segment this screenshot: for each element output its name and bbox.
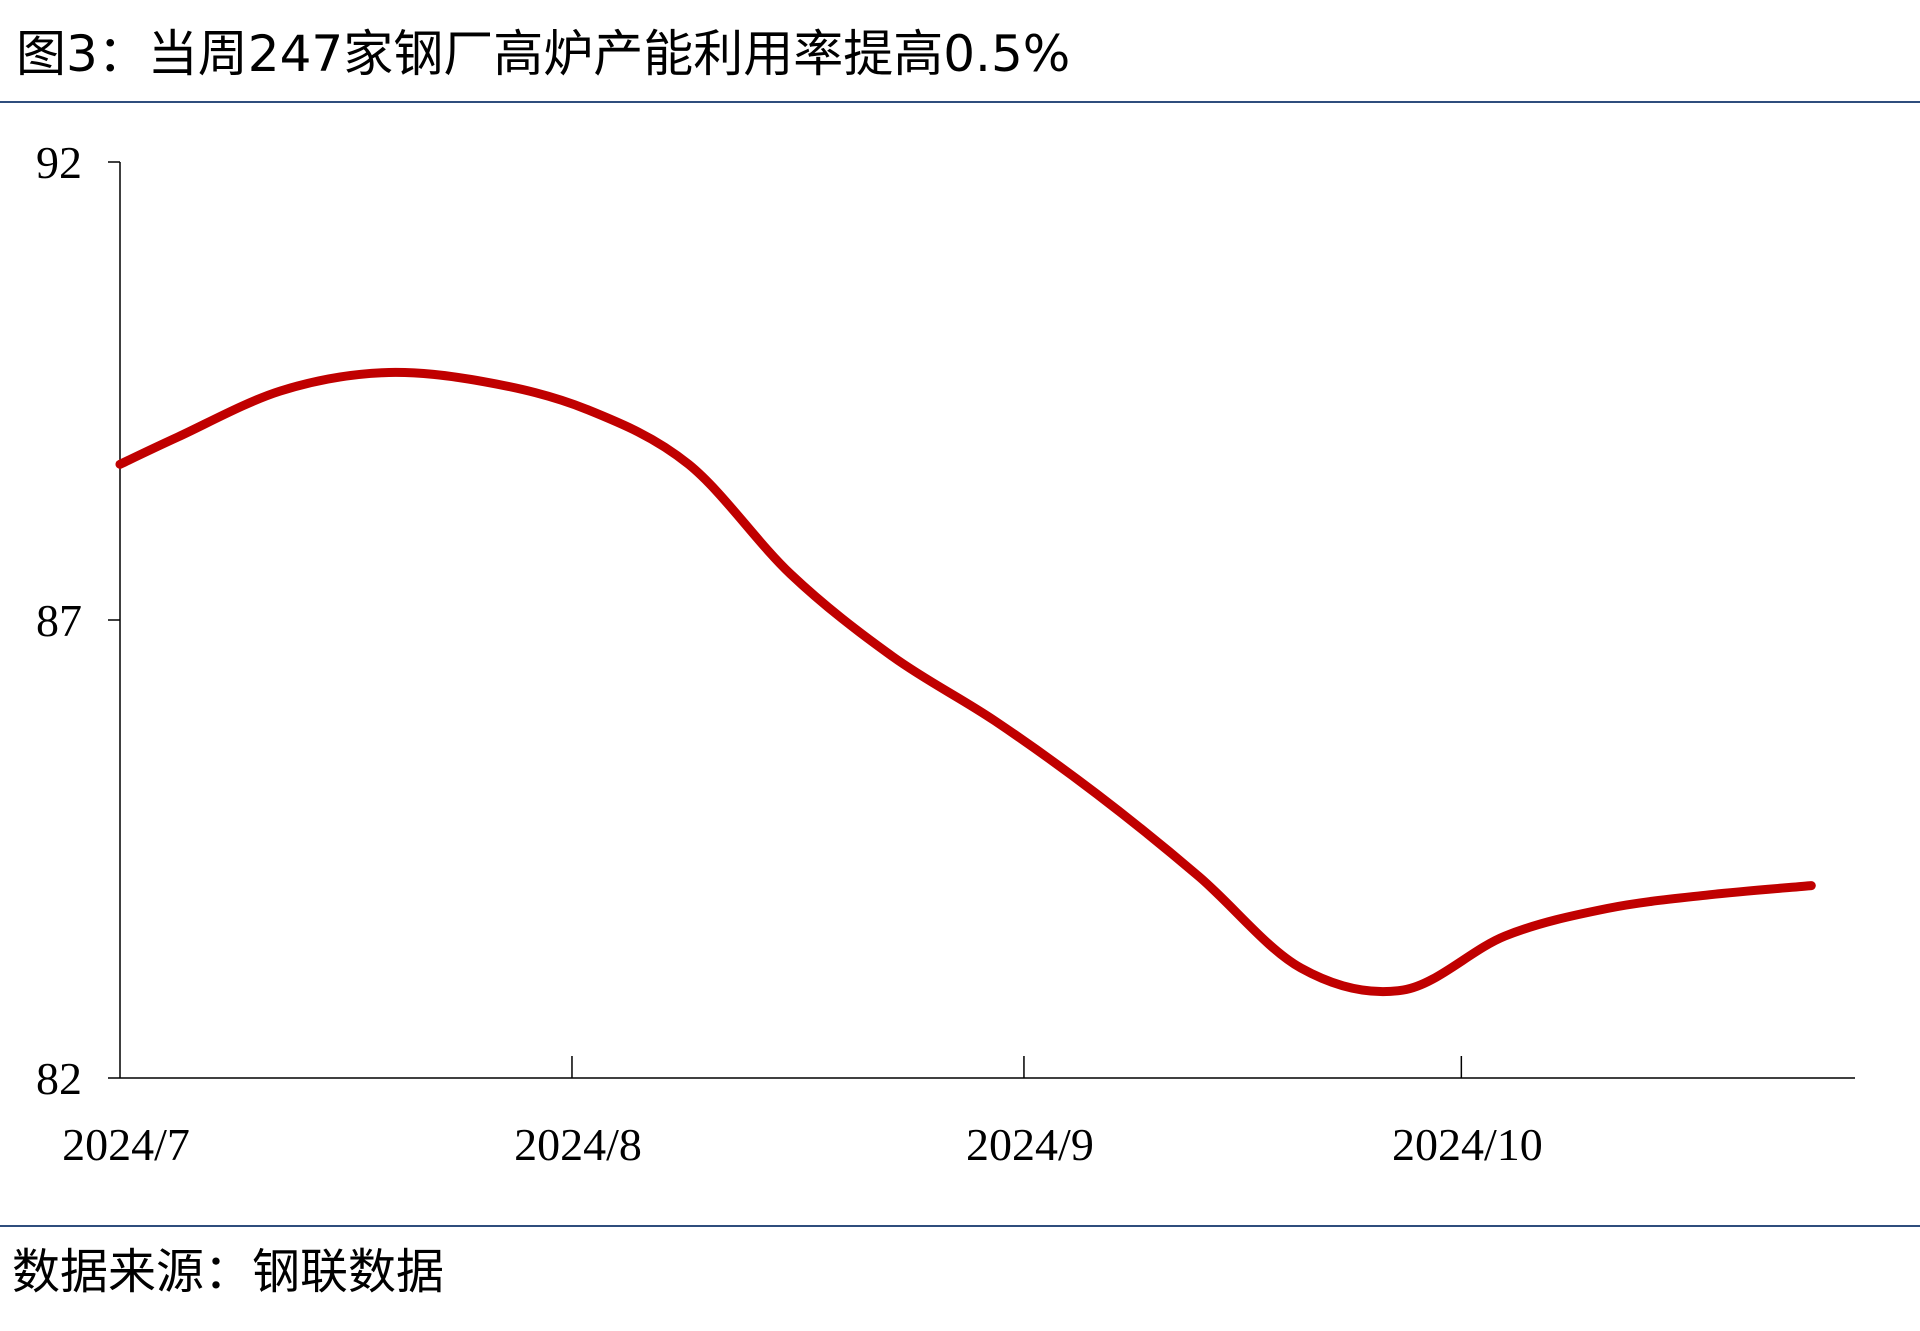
y-tick-label: 82 (36, 1053, 82, 1104)
x-tick-label: 2024/8 (514, 1119, 642, 1170)
x-tick-label: 2024/7 (62, 1119, 190, 1170)
series-line (115, 367, 1816, 997)
y-ticks: 92 87 82 (36, 137, 120, 1104)
y-tick-label: 87 (36, 595, 82, 646)
x-ticks: 2024/7 2024/8 2024/9 2024/10 (62, 1056, 1543, 1170)
y-tick-label: 92 (36, 137, 82, 188)
chart-title: 图3：当周247家钢厂高炉产能利用率提高0.5% (16, 25, 1071, 83)
source-note: 数据来源：钢联数据 (12, 1244, 445, 1300)
bottom-divider (0, 1225, 1920, 1227)
top-divider (0, 101, 1920, 103)
x-tick-label: 2024/10 (1392, 1119, 1543, 1170)
x-tick-label: 2024/9 (966, 1119, 1094, 1170)
